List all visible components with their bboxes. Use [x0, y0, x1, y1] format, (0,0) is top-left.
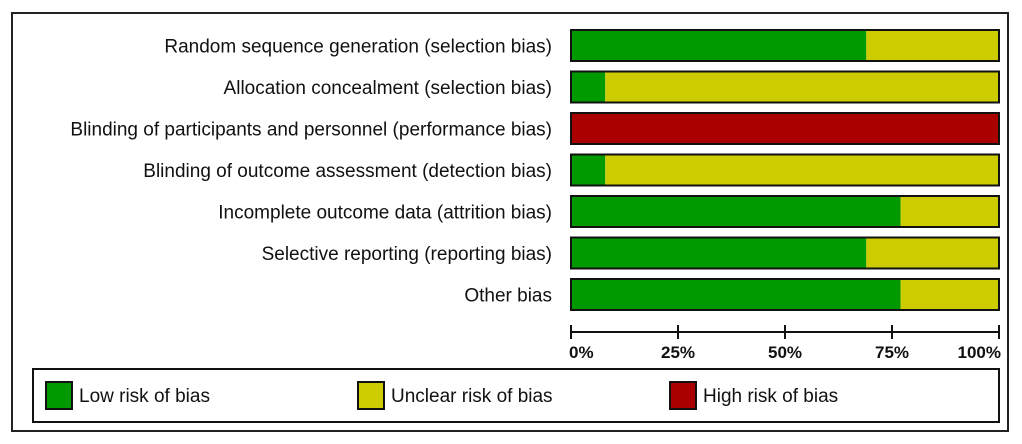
bar-segment: [571, 237, 867, 269]
legend-swatch: [669, 381, 697, 410]
bar-segment: [605, 71, 999, 103]
x-tick-label: 50%: [768, 343, 802, 362]
bar-segment: [571, 154, 606, 186]
bar-outline: [570, 29, 1000, 62]
legend-label: Unclear risk of bias: [391, 386, 553, 407]
legend-box: [32, 368, 1000, 423]
category-labels: Random sequence generation (selection bi…: [70, 37, 552, 307]
legend-label: Low risk of bias: [79, 386, 210, 407]
category-label: Incomplete outcome data (attrition bias): [218, 203, 552, 224]
legend-swatch: [357, 381, 385, 410]
category-label: Random sequence generation (selection bi…: [164, 37, 552, 58]
bar-segment: [571, 30, 867, 61]
bar-outline: [570, 195, 1000, 228]
category-label: Blinding of outcome assessment (detectio…: [143, 161, 552, 182]
x-tick-label: 25%: [661, 343, 695, 362]
bar-segment: [571, 71, 606, 103]
legend: Low risk of bias Unclear risk of bias High…: [32, 368, 1000, 423]
x-tick-label: 75%: [875, 343, 909, 362]
bar-segment: [866, 30, 999, 61]
category-label: Blinding of participants and personnel (…: [70, 120, 552, 141]
x-axis: 0% 25% 50% 75% 100%: [569, 325, 1001, 362]
category-label: Other bias: [464, 286, 552, 307]
category-label: Allocation concealment (selection bias): [224, 78, 552, 99]
bar-segment: [571, 113, 999, 144]
x-tick-label: 0%: [569, 343, 594, 362]
x-tick-label: 100%: [958, 343, 1001, 362]
legend-label: High risk of bias: [703, 386, 838, 407]
bar-segment: [605, 154, 999, 186]
bar-outline: [570, 153, 1000, 187]
bar-outline: [570, 236, 1000, 270]
bar-segment: [900, 196, 999, 227]
figure-frame: [11, 12, 1009, 432]
bar-segment: [866, 237, 999, 269]
bar-segment: [900, 279, 999, 310]
bar-segment: [571, 279, 901, 310]
bar-segment: [571, 196, 901, 227]
bar-outline: [570, 112, 1000, 145]
bars-group: [570, 29, 1000, 311]
category-label: Selective reporting (reporting bias): [262, 244, 552, 265]
legend-swatch: [45, 381, 73, 410]
bar-outline: [570, 70, 1000, 104]
bar-outline: [570, 278, 1000, 311]
